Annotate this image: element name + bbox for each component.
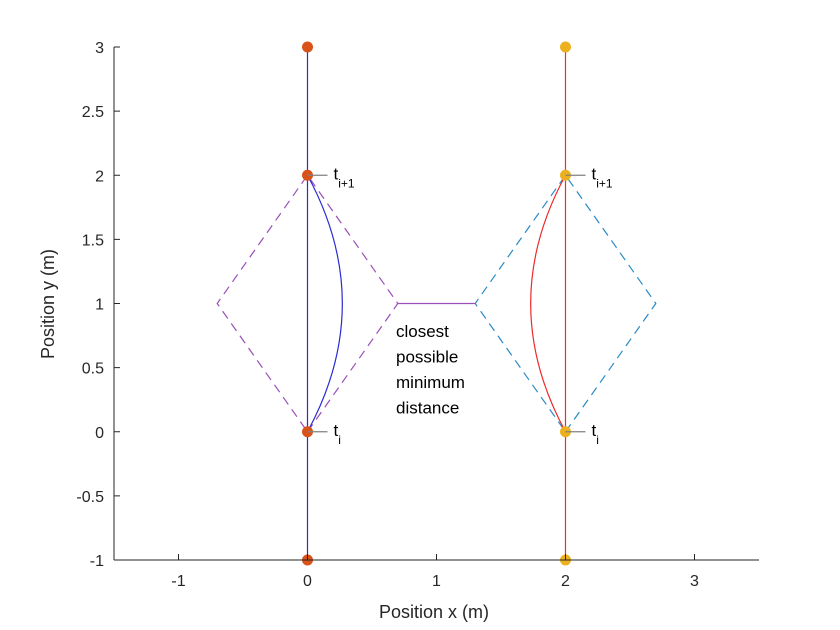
time-annotation-label: ti <box>334 421 341 447</box>
time-annotation-subscript: i <box>596 433 599 447</box>
y-tick-label: 1.5 <box>82 232 104 249</box>
time-annotation-subscript: i+1 <box>596 176 613 190</box>
time-annotation-subscript: i+1 <box>338 176 355 190</box>
y-tick-label: 2.5 <box>82 104 104 121</box>
agent-2-point <box>560 41 571 53</box>
agent-2-arc <box>530 174 567 433</box>
x-axis-label: Position x (m) <box>379 602 489 622</box>
x-tick-label: 2 <box>561 573 570 590</box>
distance-annotation-line: distance <box>396 399 459 418</box>
y-tick-label: 0 <box>95 425 104 442</box>
x-tick-label: 1 <box>432 573 441 590</box>
y-tick-label: 0.5 <box>82 361 104 378</box>
distance-annotation-line: closest <box>396 322 449 341</box>
plot-area: ti ti+1 ti ti+1 closest possible minimum distan… <box>216 41 657 566</box>
axes: -1 0 1 2 3 -1 -0.5 0 0.5 1 1.5 2 2.5 3 <box>76 40 759 590</box>
y-axis-label: Position y (m) <box>38 249 58 359</box>
distance-annotation-line: possible <box>396 348 458 367</box>
x-tick-label: 0 <box>303 573 312 590</box>
x-tick-label: -1 <box>171 573 185 590</box>
y-tick-label: -0.5 <box>76 489 104 506</box>
time-annotation-label: ti <box>592 421 599 447</box>
x-tick-label: 3 <box>690 573 699 590</box>
distance-annotation-line: minimum <box>396 373 465 392</box>
y-tick-label: 1 <box>95 297 104 314</box>
agent-1-arc <box>306 174 343 433</box>
y-tick-label: -1 <box>90 553 104 570</box>
time-annotation-subscript: i <box>338 433 341 447</box>
time-annotation-label: ti+1 <box>592 164 613 190</box>
agent-1-point <box>302 41 313 53</box>
y-tick-label: 2 <box>95 168 104 185</box>
time-annotation-label: ti+1 <box>334 164 355 190</box>
y-tick-label: 3 <box>95 40 104 57</box>
